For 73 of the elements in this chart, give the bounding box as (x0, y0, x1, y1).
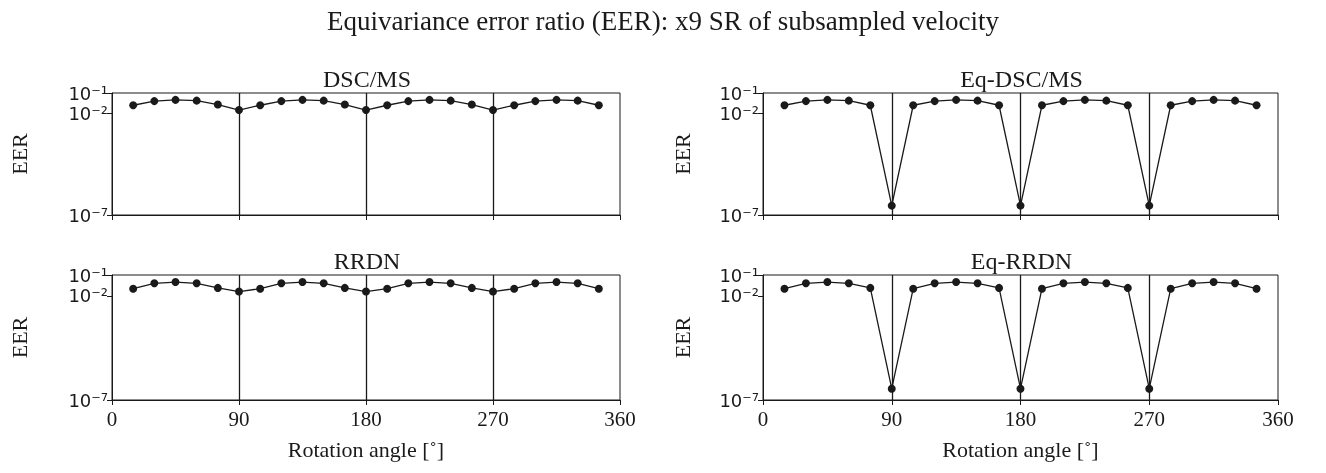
y-tick-label: 10⁻¹ (719, 264, 759, 286)
point (1080, 95, 1089, 104)
point (1188, 279, 1197, 288)
point (973, 96, 982, 105)
point (1037, 101, 1046, 110)
text: Equivariance error ratio (EER): x9 SR of subsampled velocity (326, 6, 1000, 37)
point (1102, 96, 1111, 105)
point (823, 278, 832, 287)
point (1252, 101, 1261, 110)
point (780, 284, 789, 293)
point (844, 279, 853, 288)
point (1102, 279, 1111, 288)
y-tick-label: 10⁻⁷ (719, 204, 759, 226)
y-axis-title: EER (669, 132, 695, 175)
point (1188, 97, 1197, 106)
point (909, 284, 918, 293)
point (801, 97, 810, 106)
point (1059, 279, 1068, 288)
y-tick-label: 10⁻¹ (68, 264, 108, 286)
point (1059, 97, 1068, 106)
x-tick-label: 360 (1262, 406, 1294, 431)
x-axis-title: Rotation angle [˚] (942, 436, 1099, 462)
y-tick-label: 10⁻¹ (719, 82, 759, 104)
point (1209, 278, 1218, 287)
point (1037, 284, 1046, 293)
y-tick-label: 10⁻⁷ (68, 389, 108, 411)
y-axis-title: EER (669, 316, 695, 359)
point (1123, 283, 1132, 292)
x-tick-label: 270 (1133, 406, 1165, 431)
x-tick-label: 180 (350, 406, 382, 431)
y-axis-title: EER (6, 316, 32, 359)
point (995, 101, 1004, 110)
y-tick-label: 10⁻² (719, 285, 759, 307)
x-tick-label: 180 (1004, 406, 1037, 431)
chart-title: Eq-RRDN (970, 248, 1073, 274)
point (780, 101, 789, 110)
point (1209, 95, 1218, 104)
point (1080, 278, 1089, 287)
point (952, 278, 961, 287)
chart-title: Eq-DSC/MS (960, 66, 1083, 92)
y-tick-label: 10⁻¹ (68, 82, 108, 104)
point (866, 283, 875, 292)
x-tick-label: 0 (106, 406, 118, 431)
point (1123, 101, 1132, 110)
y-tick-label: 10⁻² (68, 285, 108, 307)
x-tick-label: 270 (477, 406, 509, 431)
y-tick-label: 10⁻² (68, 102, 108, 124)
point (973, 279, 982, 288)
point (1252, 284, 1261, 293)
point (823, 95, 832, 104)
x-tick-label: 360 (604, 406, 636, 431)
point (1166, 284, 1175, 293)
point (909, 101, 918, 110)
point (1231, 279, 1240, 288)
point (952, 95, 961, 104)
y-tick-label: 10⁻⁷ (719, 389, 759, 411)
x-tick-label: 90 (881, 406, 903, 431)
x-tick-label: 0 (757, 406, 769, 431)
point (995, 283, 1004, 292)
y-tick-label: 10⁻² (719, 102, 759, 124)
x-tick-label: 90 (228, 406, 250, 431)
y-axis-title: EER (6, 132, 32, 175)
point (1231, 96, 1240, 105)
point (1166, 101, 1175, 110)
point (844, 96, 853, 105)
x-axis-title: Rotation angle [˚] (287, 436, 445, 462)
point (866, 101, 875, 110)
chart-title: DSC/MS (322, 66, 412, 92)
point (801, 279, 810, 288)
y-tick-label: 10⁻⁷ (68, 204, 108, 226)
point (930, 279, 939, 288)
chart-title: RRDN (333, 248, 401, 274)
point (930, 97, 939, 106)
